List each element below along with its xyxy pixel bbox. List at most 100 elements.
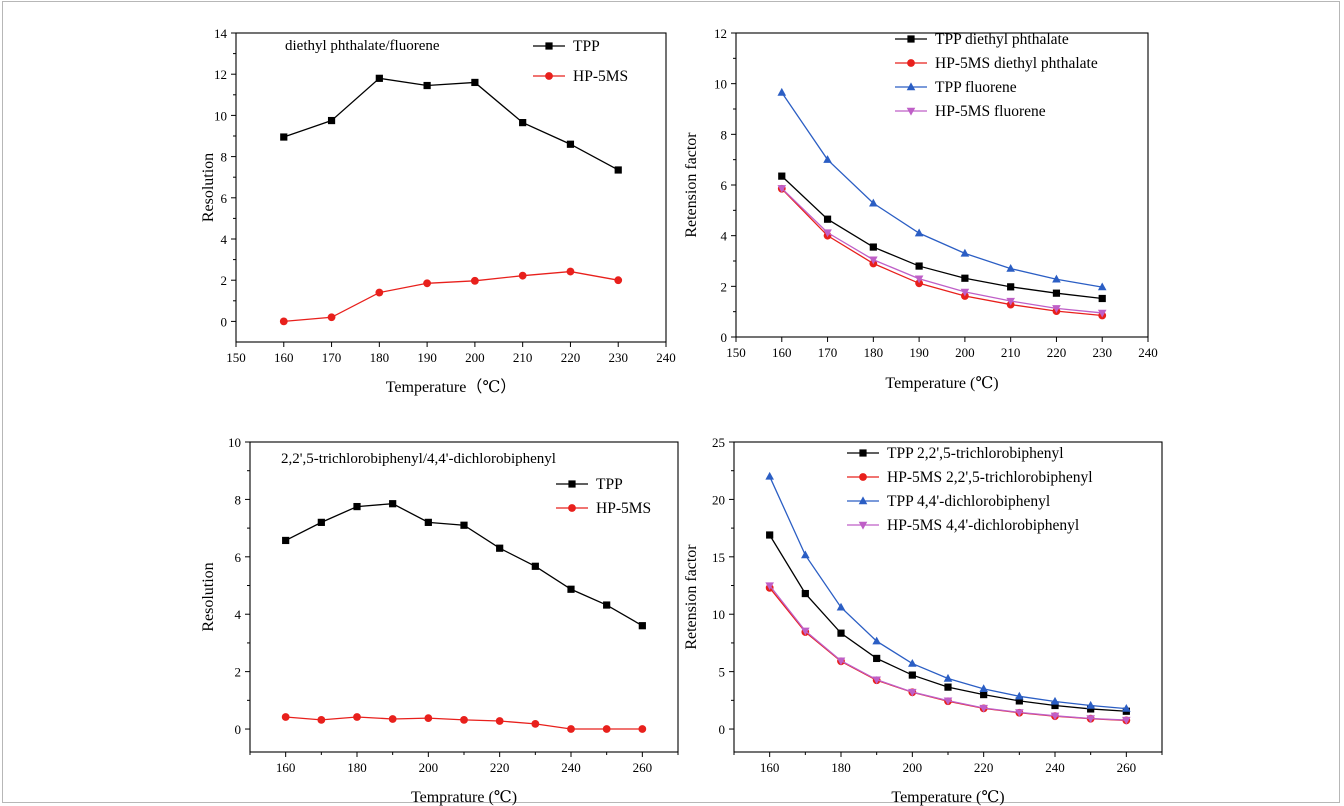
x-tick-label: 240: [1138, 345, 1158, 360]
data-point: [777, 185, 787, 193]
data-point: [424, 518, 432, 526]
x-axis-title: Temprature (℃): [411, 789, 517, 806]
y-tick-label: 6: [221, 191, 228, 206]
data-point: [1007, 283, 1015, 291]
legend-label: TPP diethyl phthalate: [935, 31, 1069, 48]
y-tick-label: 10: [228, 435, 241, 450]
chart-annotation: diethyl phthalate/fluorene: [285, 38, 440, 54]
data-point: [836, 602, 846, 611]
series-line: [769, 476, 1127, 710]
legend-marker: [568, 504, 576, 512]
legend-marker: [907, 59, 915, 67]
series-2: [281, 713, 647, 733]
series-3: [765, 471, 1131, 712]
x-tick-label: 190: [417, 350, 437, 365]
y-tick-label: 5: [719, 665, 726, 680]
y-tick-label: 6: [235, 550, 242, 565]
y-axis-title: Retension factor: [683, 544, 700, 650]
data-point: [908, 658, 917, 667]
y-tick-label: 6: [721, 178, 728, 193]
y-tick-label: 20: [712, 492, 725, 507]
legend-marker: [907, 35, 915, 43]
x-tick-label: 260: [633, 760, 653, 775]
y-tick-label: 12: [214, 67, 227, 82]
data-point: [518, 271, 527, 280]
data-point: [1051, 701, 1059, 710]
data-point: [1050, 696, 1060, 705]
series-line: [283, 77, 619, 171]
data-point: [495, 717, 504, 725]
data-point: [960, 288, 970, 297]
plot-area: [235, 32, 667, 343]
x-tick-label: 160: [760, 760, 780, 775]
data-point: [1050, 712, 1060, 721]
data-point: [317, 715, 326, 724]
data-point: [766, 531, 774, 539]
data-point: [281, 713, 290, 721]
data-point: [908, 671, 916, 679]
legend-label: TPP fluorene: [935, 79, 1017, 96]
x-tick-label: 160: [274, 350, 294, 365]
y-axis-title: Resolution: [200, 153, 217, 222]
y-tick-label: 2: [721, 279, 728, 294]
x-tick-label: 170: [322, 350, 342, 365]
data-point: [765, 582, 774, 591]
legend: TPP HP-5MS: [556, 476, 651, 517]
x-tick-label: 180: [370, 350, 390, 365]
legend-label: TPP: [573, 38, 600, 55]
data-point: [519, 119, 527, 127]
y-tick-label: 14: [214, 26, 228, 41]
data-point: [1122, 716, 1131, 725]
y-tick-label: 25: [712, 435, 725, 450]
data-point: [531, 562, 539, 570]
data-point: [823, 229, 832, 238]
chart-4: 160 180 200 220 240 260 0 5 10 15 20 25 Temperature …: [683, 435, 1163, 806]
y-tick-label: 0: [221, 314, 228, 329]
data-point: [944, 683, 952, 691]
data-point: [980, 690, 988, 699]
x-tick-label: 200: [465, 350, 485, 365]
data-point: [979, 704, 988, 713]
data-point: [567, 585, 575, 593]
data-point: [280, 133, 288, 141]
x-tick-label: 220: [1047, 345, 1067, 360]
y-axis-title: Resolution: [200, 562, 217, 631]
data-point: [1098, 294, 1106, 303]
legend: TPP 2,2',5-trichlorobiphenyl HP-5MS 2,2',…: [847, 445, 1093, 534]
data-point: [496, 544, 504, 552]
legend-label: HP-5MS 2,2',5-trichlorobiphenyl: [887, 469, 1093, 486]
data-point: [602, 725, 611, 733]
chart-annotation: 2,2',5-trichlorobiphenyl/4,4'-dichlorobi…: [281, 451, 556, 467]
x-tick-label: 160: [772, 345, 792, 360]
data-point: [801, 589, 809, 598]
series-1: [766, 531, 1130, 715]
y-tick-label: 8: [221, 150, 228, 165]
legend-marker: [545, 72, 553, 80]
x-axis-title: Temperature（℃）: [386, 378, 517, 396]
y-tick-label: 8: [721, 127, 728, 142]
data-point: [1006, 297, 1015, 306]
y-tick-label: 2: [235, 665, 242, 680]
data-point: [872, 676, 881, 685]
legend: TPP diethyl phthalate HP-5MS diethyl phth…: [895, 31, 1098, 120]
x-tick-label: 240: [561, 760, 581, 775]
x-tick-label: 230: [1092, 345, 1112, 360]
legend-label: HP-5MS: [573, 68, 628, 85]
data-point: [778, 172, 786, 180]
data-point: [424, 714, 433, 723]
y-tick-label: 10: [712, 607, 725, 622]
x-tick-label: 210: [513, 350, 533, 365]
series-line: [283, 270, 619, 323]
data-point: [869, 256, 878, 265]
series-1: [778, 172, 1106, 303]
x-tick-label: 150: [726, 345, 746, 360]
data-point: [823, 155, 832, 163]
x-tick-label: 220: [490, 760, 510, 775]
x-tick-label: 180: [864, 345, 884, 360]
legend-label: HP-5MS: [596, 500, 651, 517]
data-point: [460, 715, 468, 724]
legend-label: HP-5MS 4,4'-dichlorobiphenyl: [887, 517, 1079, 534]
data-point: [638, 622, 646, 630]
data-point: [1086, 715, 1095, 724]
series-1: [280, 74, 622, 174]
